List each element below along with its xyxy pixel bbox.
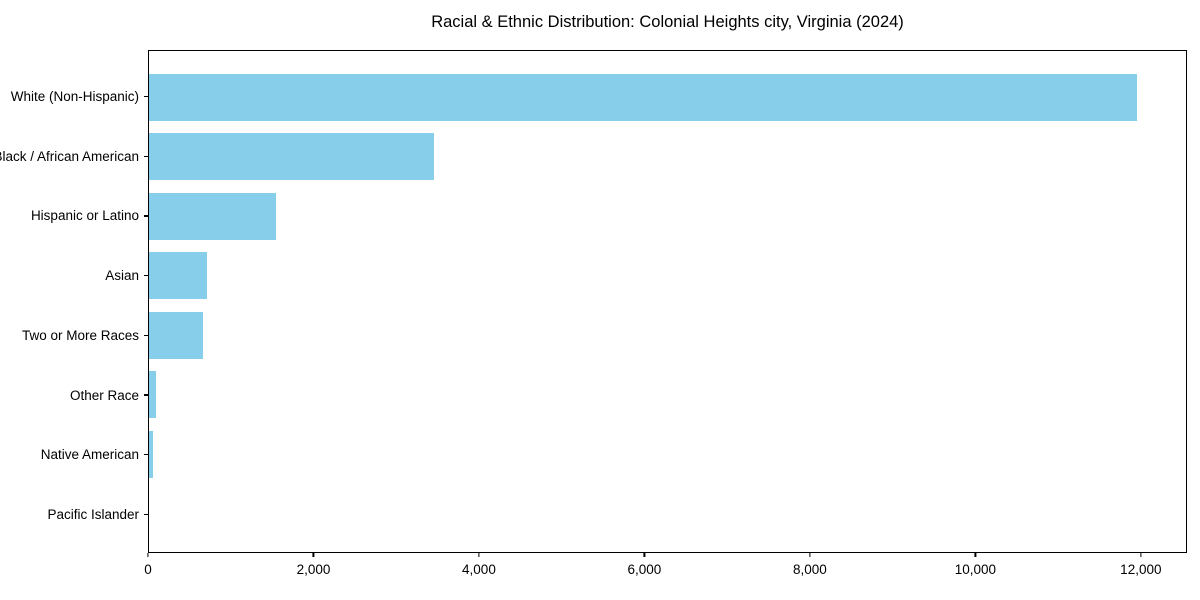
bar-native-american bbox=[149, 430, 153, 478]
y-tick-mark bbox=[144, 215, 148, 217]
x-tick-mark bbox=[974, 553, 976, 557]
x-tick-label-12-000: 12,000 bbox=[1120, 562, 1162, 577]
y-label-row-two-or-more-races: Two or More Races bbox=[0, 312, 148, 359]
y-label-white-non-hispanic: White (Non-Hispanic) bbox=[10, 89, 139, 104]
y-tick-mark bbox=[144, 513, 148, 516]
plot-area bbox=[148, 50, 1187, 553]
x-tick-label-0: 0 bbox=[144, 562, 152, 577]
bar-series bbox=[149, 51, 1186, 552]
y-label-other-race: Other Race bbox=[69, 387, 139, 403]
x-tick-label-10-000: 10,000 bbox=[954, 562, 997, 577]
y-label-row-pacific-islander: Pacific Islander bbox=[0, 491, 148, 538]
x-tick-label-8-000: 8,000 bbox=[792, 562, 827, 577]
y-label-row-other-race: Other Race bbox=[0, 372, 148, 419]
bar-other-race bbox=[149, 371, 157, 419]
x-tick-mark bbox=[1140, 553, 1142, 557]
x-axis: 0 2,000 4,000 6,000 8,000 10,000 12,000 bbox=[144, 553, 1187, 593]
y-tick-mark bbox=[144, 155, 148, 157]
y-tick-mark bbox=[144, 334, 148, 336]
bar-row-asian bbox=[149, 252, 1186, 300]
y-label-asian: Asian bbox=[105, 268, 139, 284]
y-label-row-black-african-american: Black / African American bbox=[0, 133, 148, 180]
bar-row-black-african-american bbox=[149, 133, 1186, 181]
bar-black-african-american bbox=[149, 133, 434, 181]
y-axis-category-labels: White (Non-Hispanic) Black / African Amer… bbox=[0, 50, 148, 553]
y-label-black-african-american: Black / African American bbox=[0, 148, 139, 164]
y-label-pacific-islander: Pacific Islander bbox=[47, 506, 139, 522]
x-tick-mark bbox=[643, 553, 645, 557]
x-tick-label-4-000: 4,000 bbox=[462, 562, 496, 577]
y-tick-mark bbox=[144, 394, 148, 396]
bar-row-pacific-islander bbox=[149, 490, 1186, 537]
x-tick-mark bbox=[312, 553, 315, 557]
y-tick-mark bbox=[144, 454, 148, 456]
x-tick-mark bbox=[478, 553, 480, 557]
y-label-row-hispanic-or-latino: Hispanic or Latino bbox=[0, 192, 148, 239]
bar-row-white-non-hispanic bbox=[149, 74, 1186, 121]
y-label-row-native-american: Native American bbox=[0, 431, 148, 478]
bar-row-native-american bbox=[149, 430, 1186, 478]
bar-hispanic-or-latino bbox=[149, 192, 276, 240]
y-label-hispanic-or-latino: Hispanic or Latino bbox=[30, 208, 139, 224]
y-tick-mark bbox=[144, 95, 148, 98]
chart-title: Racial & Ethnic Distribution: Colonial H… bbox=[431, 13, 904, 31]
y-label-two-or-more-races: Two or More Races bbox=[21, 327, 139, 343]
bar-row-other-race bbox=[149, 371, 1186, 419]
bar-white-non-hispanic bbox=[149, 74, 1137, 121]
x-tick-mark bbox=[147, 553, 149, 557]
y-label-row-white-non-hispanic: White (Non-Hispanic) bbox=[0, 73, 148, 120]
x-tick-mark bbox=[809, 553, 811, 557]
bar-row-two-or-more-races bbox=[149, 311, 1186, 359]
bar-row-hispanic-or-latino bbox=[149, 192, 1186, 240]
y-label-row-asian: Asian bbox=[0, 252, 148, 299]
y-label-native-american: Native American bbox=[40, 447, 139, 463]
y-tick-mark bbox=[144, 275, 148, 277]
x-tick-label-2-000: 2,000 bbox=[296, 562, 331, 577]
bar-two-or-more-races bbox=[149, 311, 204, 359]
bar-asian bbox=[149, 252, 207, 300]
x-tick-label-6-000: 6,000 bbox=[627, 562, 662, 577]
